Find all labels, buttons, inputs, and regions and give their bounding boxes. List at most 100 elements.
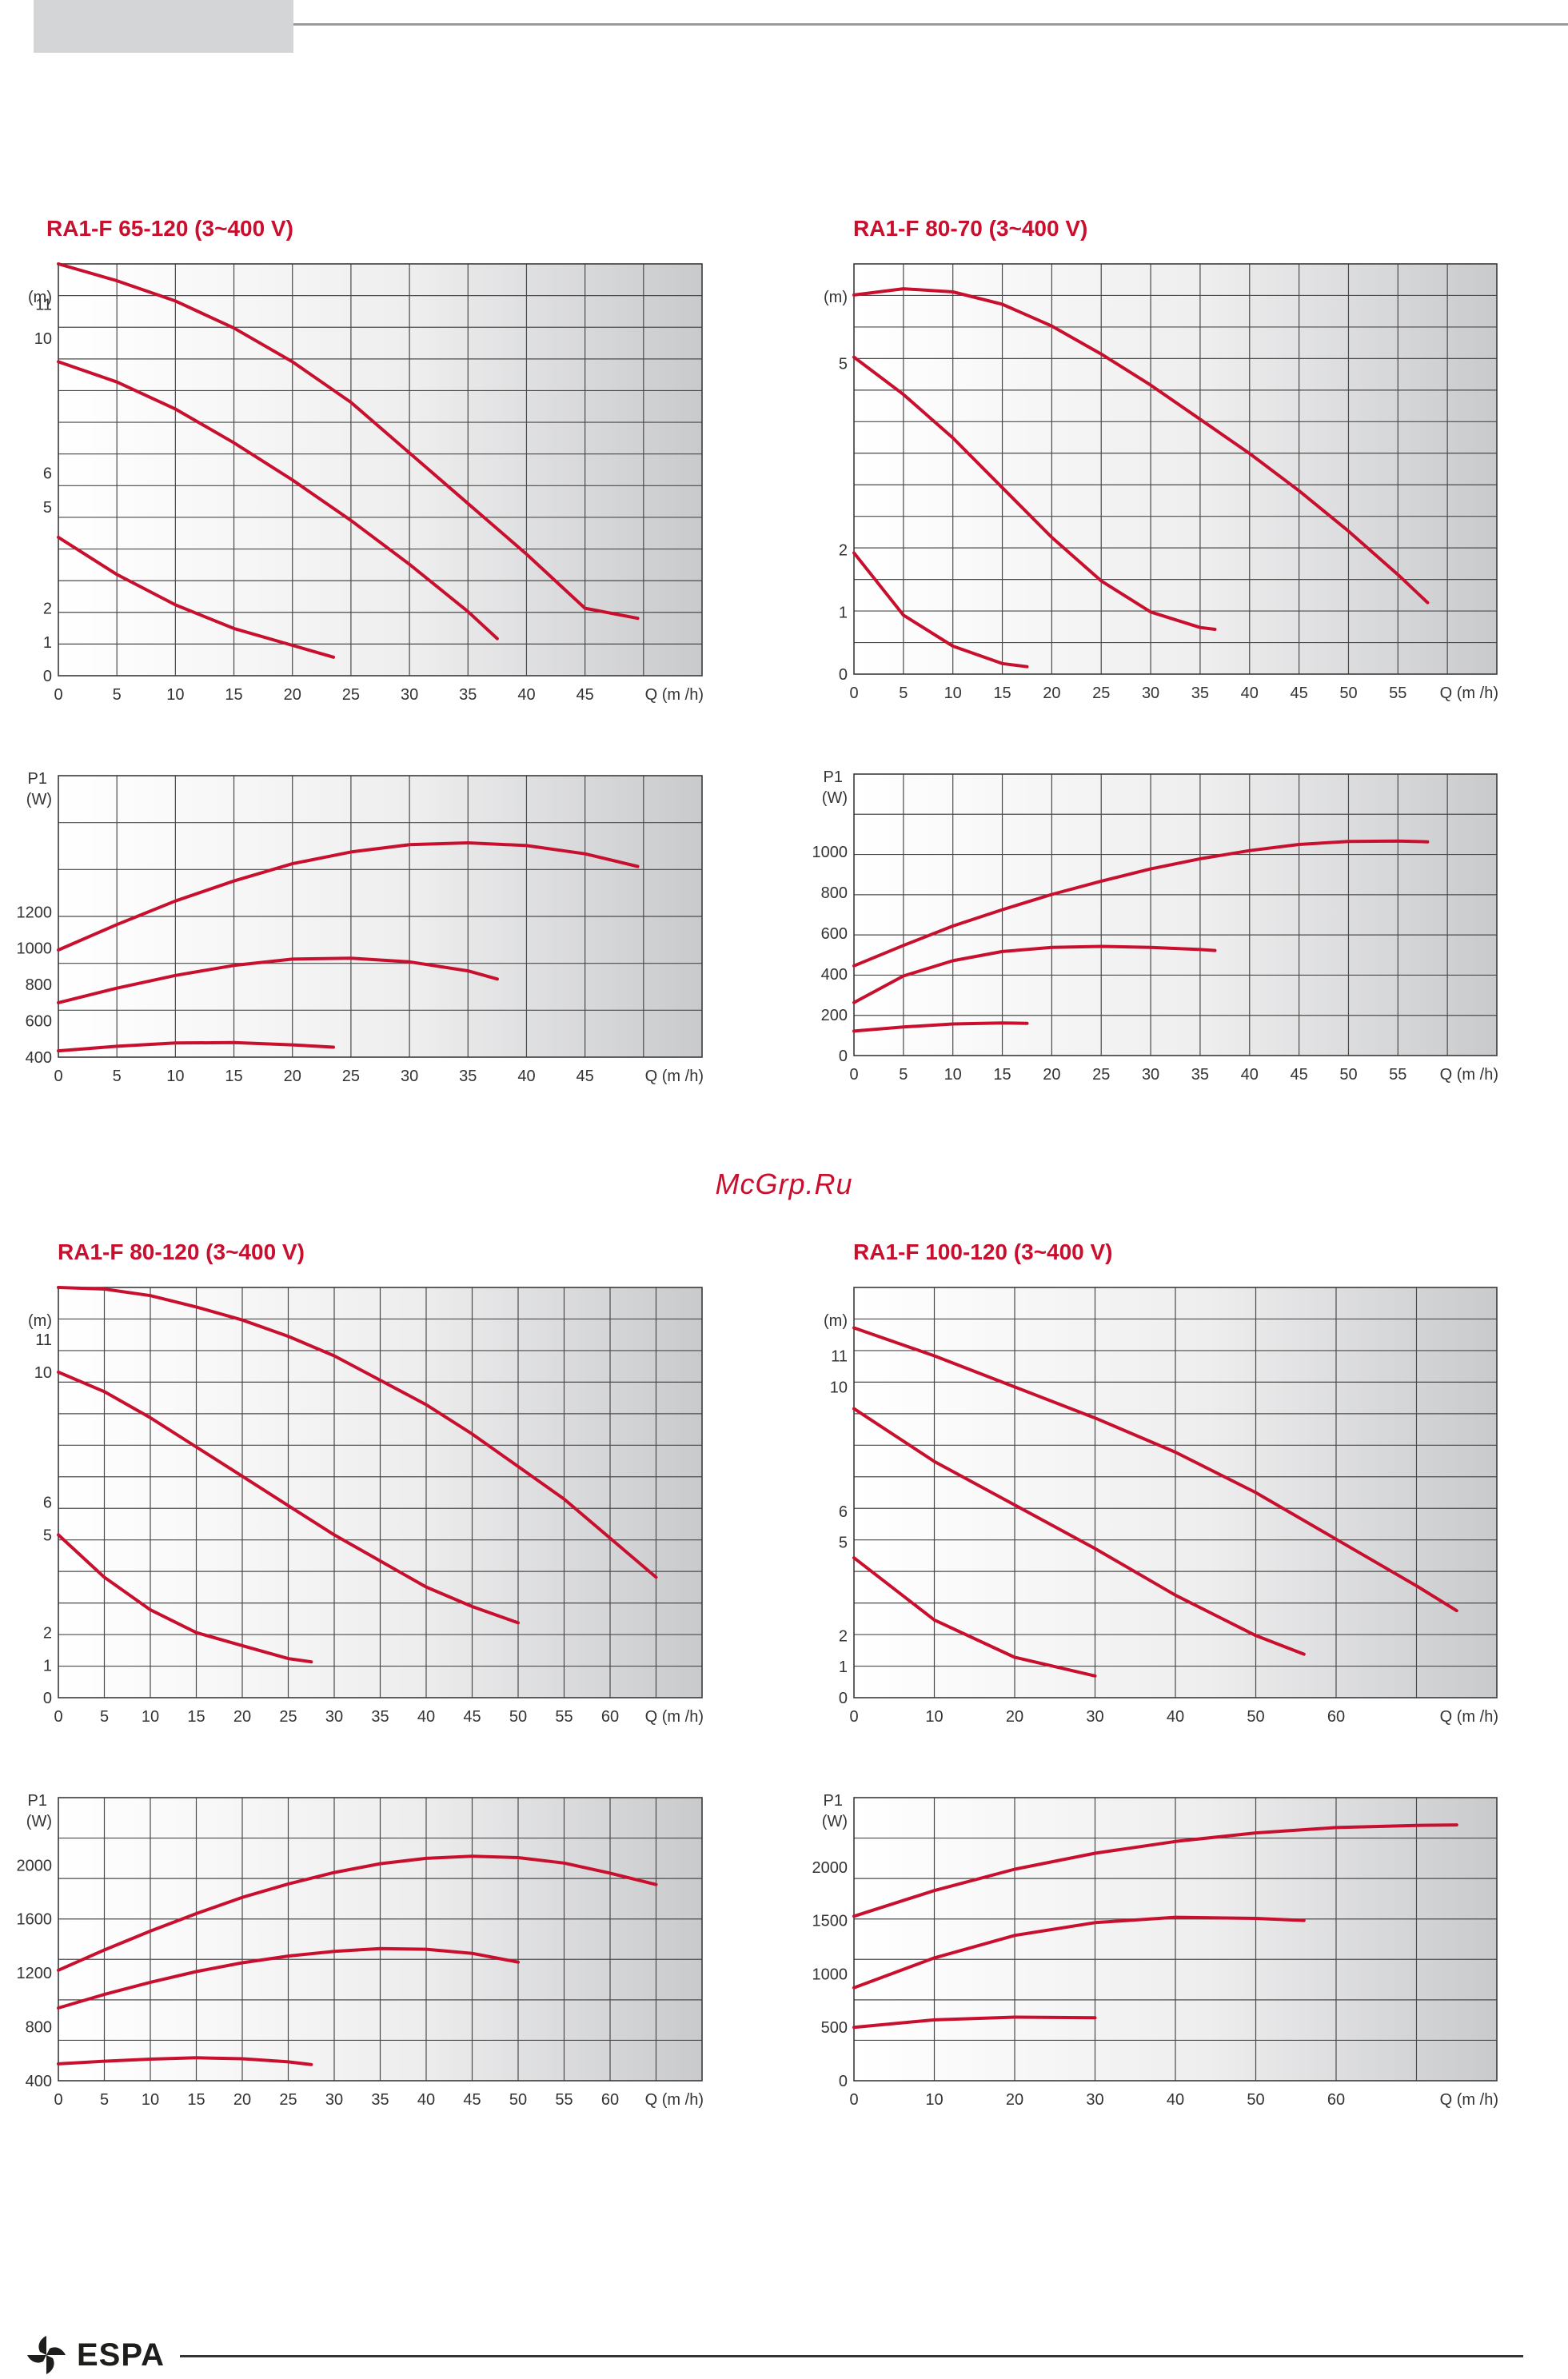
y-tick-label: 0 xyxy=(839,1048,848,1065)
x-tick-label: 5 xyxy=(113,686,122,704)
x-tick-label: 5 xyxy=(899,685,908,702)
series-curve-2 xyxy=(57,360,499,641)
x-tick-label: 20 xyxy=(284,1068,301,1085)
header-tab xyxy=(34,0,293,53)
x-tick-label: 60 xyxy=(1327,1708,1345,1726)
espa-logo: ESPA xyxy=(22,2331,165,2379)
y-tick-label: 0 xyxy=(43,668,52,685)
y-tick-label: 1000 xyxy=(17,940,53,958)
x-tick-label: 25 xyxy=(342,1068,360,1085)
grid xyxy=(854,774,1497,1056)
x-tick-label: 30 xyxy=(1142,1066,1159,1084)
x-tick-label: 20 xyxy=(1006,2091,1023,2109)
grid xyxy=(854,264,1497,674)
x-tick-label: 35 xyxy=(1191,1066,1209,1084)
x-tick-label: 25 xyxy=(279,2091,297,2109)
x-tick-label: 45 xyxy=(1290,685,1307,702)
x-tick-label: 40 xyxy=(1241,1066,1259,1084)
x-tick-label: 15 xyxy=(225,1068,242,1085)
series-curve-3 xyxy=(57,1533,313,1664)
x-tick-label: 50 xyxy=(1339,1066,1357,1084)
x-tick-label: 30 xyxy=(1086,1708,1103,1726)
y-tick-label: 2 xyxy=(43,1625,52,1643)
x-tick-label: 15 xyxy=(993,685,1011,702)
series-curve-3 xyxy=(852,2015,1097,2030)
grid xyxy=(854,1798,1497,2081)
series-curve-3 xyxy=(852,1556,1097,1678)
y-tick-label: 2 xyxy=(839,542,848,560)
x-axis-label: Q (m /h) xyxy=(1440,1708,1498,1726)
x-tick-label: 55 xyxy=(1389,1066,1406,1084)
plot-border xyxy=(58,775,703,1058)
x-axis-label: Q (m /h) xyxy=(1440,2091,1498,2109)
y-tick-label: 2000 xyxy=(812,1859,848,1877)
y-tick-label: 10 xyxy=(34,1364,52,1382)
y-tick-label: 5 xyxy=(839,355,848,373)
x-tick-label: 40 xyxy=(517,686,535,704)
y-tick-label: 5 xyxy=(43,499,52,517)
x-tick-label: 30 xyxy=(325,2091,343,2109)
x-tick-label: 35 xyxy=(371,1708,389,1726)
x-tick-label: 5 xyxy=(100,2091,109,2109)
x-tick-label: 0 xyxy=(849,2091,858,2109)
series-curve-1 xyxy=(852,287,1430,605)
x-tick-label: 10 xyxy=(925,2091,943,2109)
x-tick-label: 40 xyxy=(1167,1708,1184,1726)
y-axis-label: (m) xyxy=(824,289,848,306)
x-tick-label: 30 xyxy=(325,1708,343,1726)
x-tick-label: 10 xyxy=(166,1068,184,1085)
y-tick-label: 2 xyxy=(43,601,52,618)
y-axis-label: P1 (W) xyxy=(26,1792,52,1830)
y-tick-label: 2000 xyxy=(17,1857,53,1874)
y-axis-label: P1 (W) xyxy=(822,1792,848,1830)
x-tick-label: 50 xyxy=(1247,2091,1264,2109)
y-tick-label: 0 xyxy=(839,666,848,684)
x-tick-label: 5 xyxy=(113,1068,122,1085)
x-tick-label: 10 xyxy=(142,1708,159,1726)
x-tick-label: 20 xyxy=(284,686,301,704)
y-tick-label: 400 xyxy=(821,966,848,984)
x-tick-label: 40 xyxy=(1241,685,1259,702)
y-tick-label: 200 xyxy=(821,1007,848,1024)
x-tick-label: 0 xyxy=(54,2091,62,2109)
chart-c4h: 0 10 20 30 40 50 60 Q (m /h) 0 1 2 5 6 10 11 (m) xyxy=(824,1287,1498,1726)
x-tick-label: 0 xyxy=(849,1708,858,1726)
series-curve-1 xyxy=(57,841,640,952)
x-tick-label: 45 xyxy=(463,2091,481,2109)
x-tick-label: 25 xyxy=(342,686,360,704)
y-tick-label: 1 xyxy=(43,634,52,652)
series-curve-3 xyxy=(852,551,1029,669)
plot-border xyxy=(853,1797,1498,2082)
plot-area xyxy=(854,264,1497,674)
y-tick-label: 0 xyxy=(43,1690,52,1707)
series-curve-2 xyxy=(852,1407,1306,1656)
chart-title-ra1f-80-70: RA1-F 80-70 (3~400 V) xyxy=(853,216,1088,241)
grid xyxy=(58,1287,702,1698)
x-axis-label: Q (m /h) xyxy=(645,2091,704,2109)
y-tick-label: 10 xyxy=(830,1379,848,1396)
y-tick-label: 6 xyxy=(43,1495,52,1512)
x-tick-label: 40 xyxy=(417,1708,435,1726)
plot-area xyxy=(854,774,1497,1056)
series-curve-1 xyxy=(852,1326,1458,1613)
plot-border xyxy=(853,773,1498,1056)
x-axis-label: Q (m /h) xyxy=(1440,1066,1498,1084)
x-tick-label: 60 xyxy=(601,1708,619,1726)
y-tick-label: 0 xyxy=(839,1690,848,1707)
y-axis-label: P1 (W) xyxy=(26,770,52,808)
y-tick-label: 800 xyxy=(821,884,848,902)
x-tick-label: 60 xyxy=(1327,2091,1345,2109)
x-tick-label: 20 xyxy=(1043,1066,1060,1084)
x-tick-label: 40 xyxy=(1167,2091,1184,2109)
x-tick-label: 20 xyxy=(1006,1708,1023,1726)
x-tick-label: 45 xyxy=(1290,1066,1307,1084)
chart-c2p: 0 5 10 15 20 25 30 35 40 45 50 55 Q (m /h) 0 200 400 600… xyxy=(812,768,1499,1084)
x-axis-label: Q (m /h) xyxy=(645,1068,704,1085)
y-tick-label: 6 xyxy=(43,465,52,483)
x-tick-label: 15 xyxy=(187,1708,205,1726)
x-tick-label: 15 xyxy=(187,2091,205,2109)
grid xyxy=(58,264,702,676)
series-curve-2 xyxy=(57,1370,520,1625)
